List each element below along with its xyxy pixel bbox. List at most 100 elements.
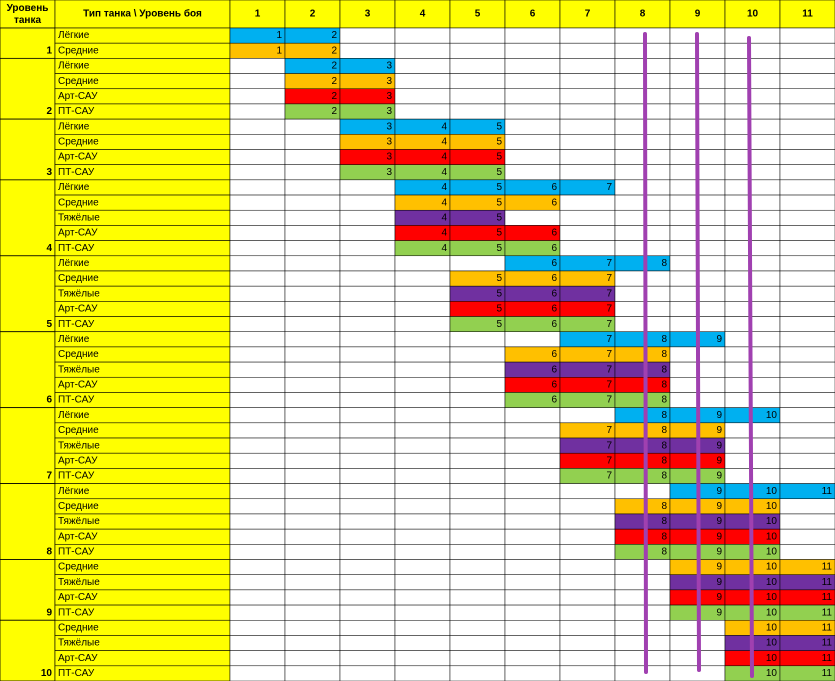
cell-value: 4 (441, 197, 447, 208)
cell (614, 209, 671, 226)
cell (779, 468, 835, 484)
cell-value: 2 (331, 106, 337, 117)
cell-value: 7 (606, 440, 612, 451)
cell (229, 316, 286, 332)
cell-value: 3 (386, 61, 392, 72)
cell-value: 4 (441, 137, 447, 148)
cell (504, 559, 561, 575)
cell (724, 134, 781, 150)
cell-value: 7 (606, 349, 612, 360)
cell (394, 316, 451, 332)
cell (394, 437, 451, 454)
cell (559, 103, 616, 120)
cell-value: 11 (822, 638, 833, 649)
tank-type: Тяжёлые (58, 364, 100, 375)
cell (284, 361, 341, 378)
tank-type: Тяжёлые (58, 516, 100, 527)
cell (339, 513, 396, 530)
cell-value: 6 (551, 288, 557, 299)
cell-value: 4 (441, 182, 447, 193)
cell (284, 589, 341, 606)
cell (229, 437, 286, 454)
tank-type: Лёгкие (58, 121, 90, 132)
cell-value: 3 (386, 106, 392, 117)
tank-type: Тяжёлые (58, 212, 100, 223)
cell (724, 149, 781, 165)
cell (559, 118, 616, 135)
cell (559, 134, 616, 150)
cell (339, 346, 396, 363)
header-cell (504, 0, 561, 29)
cell-value: 10 (766, 638, 778, 649)
tier-cell (0, 559, 56, 621)
tank-type: Арт-САУ (58, 653, 98, 664)
cell (449, 422, 506, 439)
cell (779, 88, 835, 105)
cell-value: 8 (661, 516, 667, 527)
cell (614, 301, 671, 317)
cell (504, 498, 561, 515)
cell (284, 437, 341, 454)
cell (394, 604, 451, 621)
tier-label: 3 (46, 167, 52, 178)
cell (394, 589, 451, 606)
cell-value: 8 (661, 395, 667, 406)
tank-type: ПТ-САУ (58, 668, 95, 679)
cell (779, 498, 835, 515)
battle-level: 1 (255, 9, 261, 20)
cell (284, 209, 341, 226)
cell-value: 8 (661, 455, 667, 466)
cell-value: 2 (331, 91, 337, 102)
cell (394, 285, 451, 302)
cell-value: 5 (496, 167, 502, 178)
cell (724, 331, 781, 348)
cell (779, 528, 835, 545)
cell (449, 392, 506, 408)
cell (229, 589, 286, 606)
cell (229, 255, 286, 272)
tier-cell (0, 27, 56, 59)
cell-value: 1 (276, 30, 282, 41)
cell (449, 361, 506, 378)
tier-cell (0, 179, 56, 257)
cell-value: 11 (822, 562, 833, 573)
cell (229, 377, 286, 393)
tier-label: 5 (46, 319, 52, 330)
cell (229, 665, 286, 681)
battle-level: 2 (310, 9, 316, 20)
tank-type: Тяжёлые (58, 638, 100, 649)
cell (559, 635, 616, 651)
tier-cell (0, 57, 56, 120)
cell (394, 665, 451, 681)
cell-value: 3 (386, 137, 392, 148)
header-cell (779, 0, 835, 29)
tank-type: Средние (58, 197, 99, 208)
cell (614, 483, 671, 500)
tank-type: Средние (58, 562, 99, 573)
cell (504, 164, 561, 181)
cell (284, 559, 341, 575)
cell (449, 452, 506, 469)
cell-value: 2 (331, 61, 337, 72)
cell-value: 8 (661, 349, 667, 360)
tank-type: ПТ-САУ (58, 395, 95, 406)
cell (449, 604, 506, 621)
cell (614, 665, 671, 681)
cell (339, 331, 396, 348)
cell (394, 27, 451, 44)
cell (229, 544, 286, 560)
cell (724, 42, 781, 59)
cell (284, 331, 341, 348)
cell (284, 452, 341, 469)
cell (284, 544, 341, 560)
cell-value: 10 (766, 607, 778, 618)
cell (449, 255, 506, 272)
cell-value: 8 (661, 531, 667, 542)
cell (394, 422, 451, 439)
cell (559, 513, 616, 530)
cell-value: 10 (766, 547, 778, 558)
cell (724, 164, 781, 181)
cell (394, 498, 451, 515)
cell (504, 544, 561, 560)
cell (284, 164, 341, 181)
